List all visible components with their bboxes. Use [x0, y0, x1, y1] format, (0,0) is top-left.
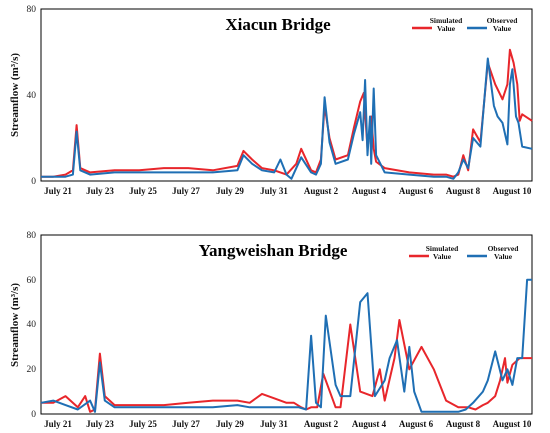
series-line-observed [41, 57, 533, 180]
y-tick-label: 80 [27, 5, 37, 15]
y-tick-label: 20 [27, 365, 37, 375]
y-axis-label: Streamflow (m³/s) [9, 53, 21, 137]
plot-frame [40, 8, 533, 182]
series-line-simulated [41, 319, 532, 413]
y-tick-label: 0 [31, 177, 36, 187]
x-tick-label: July 31 [260, 186, 288, 196]
x-tick-labels: July 21 July 23 July 25 July 27 July 29 July … [44, 419, 532, 429]
y-tick-label: 40 [27, 320, 37, 330]
x-tick-labels: July 21 July 23 July 25 July 27 July 29 July … [44, 186, 532, 196]
x-tick-label: August 8 [446, 186, 481, 196]
y-axis-label: Streamflow (m³/s) [9, 283, 21, 367]
y-tick-label: 40 [27, 91, 37, 101]
series-lines [40, 278, 532, 413]
x-tick-label: July 29 [216, 186, 244, 196]
legend-label-observed: Observed Value [488, 244, 520, 261]
series-line-simulated [41, 48, 533, 178]
legend-label-simulated: Simulated Value [430, 16, 463, 33]
chart-title: Xiacun Bridge [225, 15, 331, 34]
chart-xiacun: Xiacun Bridge Streamflow (m³/s) 0 40 80 … [9, 5, 533, 196]
x-tick-label: August 10 [493, 186, 532, 196]
x-tick-label: July 23 [86, 186, 114, 196]
legend: Simulated Value Observed Value [409, 244, 519, 261]
x-tick-label: August 4 [352, 419, 387, 429]
x-tick-label: July 29 [216, 419, 244, 429]
x-tick-label: July 25 [129, 186, 157, 196]
y-tick-label: 0 [31, 410, 36, 420]
x-tick-label: August 2 [304, 186, 339, 196]
x-tick-label: August 6 [399, 419, 434, 429]
chart-yangweishan: Yangweishan Bridge Streamflow (m³/s) 0 2… [9, 231, 533, 429]
x-tick-label: July 27 [172, 419, 200, 429]
legend-label-observed: Observed Value [487, 16, 519, 33]
x-tick-label: July 27 [172, 186, 200, 196]
chart-title: Yangweishan Bridge [199, 241, 348, 260]
x-tick-label: August 10 [493, 419, 532, 429]
x-tick-label: August 8 [446, 419, 481, 429]
plot-frame [40, 234, 533, 415]
legend-label-simulated: Simulated Value [426, 244, 459, 261]
x-tick-label: July 23 [86, 419, 114, 429]
x-tick-label: July 21 [44, 419, 72, 429]
y-tick-label: 80 [27, 231, 37, 241]
x-tick-label: July 31 [260, 419, 288, 429]
x-tick-label: August 2 [304, 419, 339, 429]
x-tick-label: July 21 [44, 186, 72, 196]
x-tick-label: August 4 [352, 186, 387, 196]
series-lines [41, 48, 533, 180]
legend: Simulated Value Observed Value [412, 16, 518, 33]
series-line-observed [40, 278, 532, 413]
x-tick-label: August 6 [399, 186, 434, 196]
x-tick-label: July 25 [129, 419, 157, 429]
y-tick-label: 60 [27, 276, 37, 286]
